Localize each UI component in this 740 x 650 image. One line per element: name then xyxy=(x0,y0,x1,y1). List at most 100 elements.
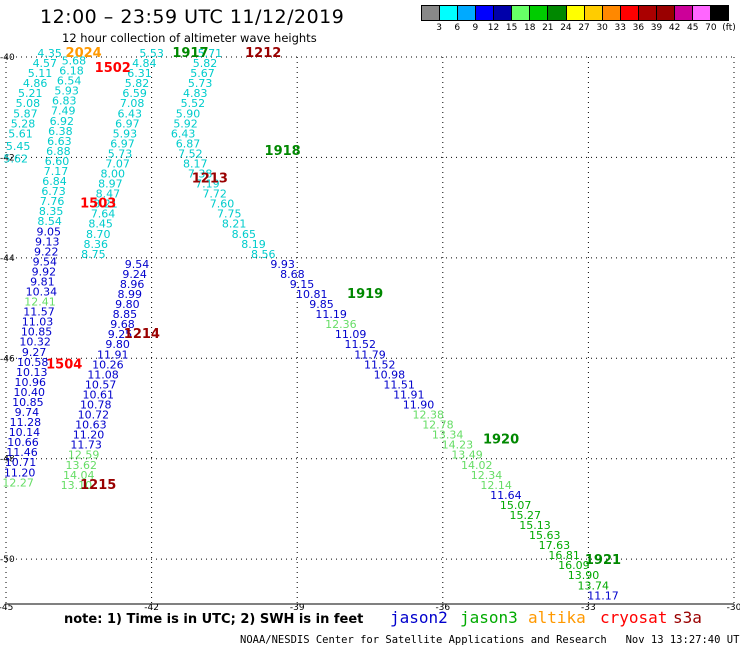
x-tick-label: -33 xyxy=(581,603,596,610)
pass-time-label: 1919 xyxy=(347,287,383,302)
wave-height-label: 10.57 xyxy=(85,378,117,391)
wave-height-label: 13.49 xyxy=(451,449,483,462)
wave-height-label: 6.31 xyxy=(127,67,152,80)
wave-height-label: 6.54 xyxy=(57,75,82,88)
wave-height-label: 10.13 xyxy=(16,366,48,379)
wave-height-label: 6.87 xyxy=(176,137,201,150)
legend-label: 15 xyxy=(505,23,518,33)
wave-height-label: 11.03 xyxy=(22,316,54,329)
wave-height-label: 10.85 xyxy=(21,326,53,339)
wave-height-label: 9.68 xyxy=(110,318,135,331)
x-tick-label: -42 xyxy=(144,603,159,610)
wave-height-label: 9.54 xyxy=(33,255,58,268)
legend-label: 18 xyxy=(523,23,536,33)
color-legend: 3 6 9 12 15 18 21 24 27 30 33 36 39 42 45 70 (ft) xyxy=(421,5,736,35)
legend-label: 12 xyxy=(487,23,500,33)
legend-swatch xyxy=(440,6,459,20)
pass-time-label: 1504 xyxy=(46,357,82,372)
wave-height-label: 9.13 xyxy=(35,235,60,248)
pass-time-label: 1920 xyxy=(483,433,519,448)
wave-height-label: 13.74 xyxy=(578,579,610,592)
legend-label: 30 xyxy=(596,23,608,33)
wave-height-label: 5.87 xyxy=(13,107,38,120)
pass-time-label: 1503 xyxy=(80,197,116,212)
wave-height-label: 6.88 xyxy=(46,145,71,158)
wave-height-label: 8.99 xyxy=(118,288,143,301)
legend-label: 42 xyxy=(668,23,681,33)
x-tick-label: -36 xyxy=(435,603,450,610)
wave-height-label: 4.35 xyxy=(37,47,62,60)
wave-height-label: 8.65 xyxy=(232,228,257,241)
wave-height-label: 6.97 xyxy=(110,137,135,150)
wave-height-label: 11.17 xyxy=(587,589,619,602)
legend-label: (ft) xyxy=(722,23,736,33)
wave-height-label: 11.20 xyxy=(4,466,36,479)
pass-time-label: 1502 xyxy=(95,61,131,76)
wave-height-label: 10.63 xyxy=(75,419,107,432)
wave-height-label: 11.19 xyxy=(315,308,347,321)
legend-label: 45 xyxy=(687,23,699,33)
wave-height-label: 5.67 xyxy=(190,67,215,80)
wave-height-label: 7.60 xyxy=(210,198,235,211)
wave-height-label: 7.19 xyxy=(195,178,220,191)
y-tick-label: -50 xyxy=(0,555,15,565)
wave-height-label: 12.27 xyxy=(2,476,34,489)
wave-height-label: 9.85 xyxy=(309,298,334,311)
legend-label: 6 xyxy=(454,23,461,33)
legend-labels: 3 6 9 12 15 18 21 24 27 30 33 36 39 42 45 70 (ft) xyxy=(421,23,736,35)
wave-height-label: 7.64 xyxy=(91,208,116,221)
wave-height-label: 15.27 xyxy=(510,509,542,522)
wave-height-label: 12.38 xyxy=(412,409,444,422)
legend-label: 36 xyxy=(632,23,645,33)
legend-swatch xyxy=(602,6,621,20)
wave-height-label: 7.07 xyxy=(105,157,130,170)
wave-height-label: 10.58 xyxy=(17,356,49,369)
wave-height-label: 12.78 xyxy=(422,419,454,432)
legend-swatch xyxy=(674,6,693,20)
wave-height-label: 10.26 xyxy=(92,358,124,371)
pass-time-label: 1214 xyxy=(124,327,160,342)
wave-height-label: 6.43 xyxy=(171,127,196,140)
legend-swatch xyxy=(494,6,513,20)
wave-height-label: 9.24 xyxy=(122,268,147,281)
legend-sat-jason3: jason3 xyxy=(460,608,518,627)
wave-height-label: 10.71 xyxy=(5,456,37,469)
wave-height-label: 8.21 xyxy=(93,198,118,211)
y-tick-label: -44 xyxy=(0,254,15,264)
wave-height-label: 8.36 xyxy=(84,238,109,251)
wave-height-label: 8.68 xyxy=(280,268,305,281)
wave-height-label: 13.90 xyxy=(568,569,600,582)
wave-height-label: 10.78 xyxy=(80,399,112,412)
legend-swatch xyxy=(656,6,675,20)
wave-height-label: 11.57 xyxy=(23,306,55,319)
legend-swatch xyxy=(620,6,639,20)
y-tick-label: -40 xyxy=(0,53,15,63)
legend-label: 33 xyxy=(614,23,627,33)
x-tick-label: -30 xyxy=(727,603,740,610)
wave-height-label: 6.63 xyxy=(47,135,72,148)
wave-height-label: 9.25 xyxy=(108,328,133,341)
wave-height-label: 15.13 xyxy=(519,519,551,532)
wave-height-label: 8.17 xyxy=(183,157,208,170)
legend-swatch xyxy=(692,6,711,20)
pass-time-label: 2024 xyxy=(66,46,102,61)
pass-time-label: 1918 xyxy=(265,144,301,159)
page-subtitle: 12 hour collection of altimeter wave hei… xyxy=(62,31,317,45)
wave-height-label: 11.91 xyxy=(97,348,129,361)
wave-height-label: 8.75 xyxy=(81,248,106,261)
legend-label: 70 xyxy=(705,23,717,33)
wave-height-label: 5.45 xyxy=(6,140,31,153)
wave-height-label: 13.62 xyxy=(65,459,97,472)
wave-height-label: 14.02 xyxy=(461,459,493,472)
wave-height-label: 6.73 xyxy=(41,185,66,198)
wave-height-label: 11.28 xyxy=(10,416,42,429)
wave-height-label: 7.72 xyxy=(202,188,227,201)
wave-height-label: 5.92 xyxy=(173,117,198,130)
wave-height-label: 5.28 xyxy=(11,117,36,130)
wave-height-label: 5.93 xyxy=(113,127,138,140)
wave-height-label: 14.04 xyxy=(63,469,95,482)
wave-height-label: 16.09 xyxy=(558,559,590,572)
wave-height-label: 10.32 xyxy=(19,336,51,349)
wave-height-label: 5.52 xyxy=(181,97,206,110)
wave-height-label: 6.59 xyxy=(122,87,147,100)
